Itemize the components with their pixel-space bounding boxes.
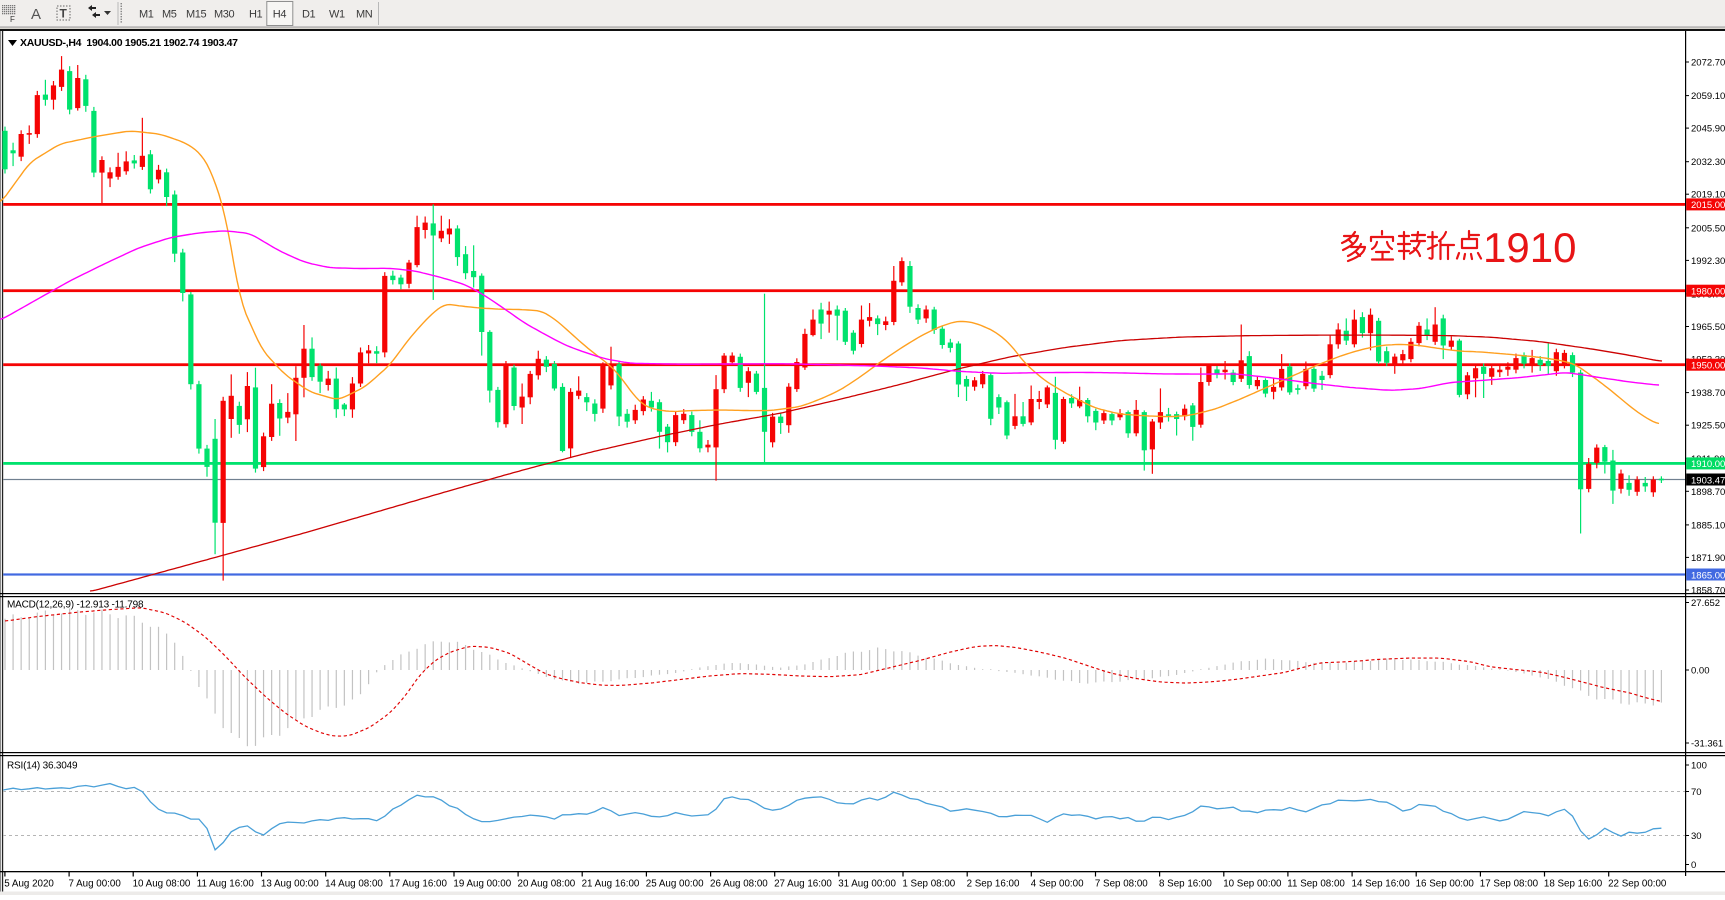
svg-text:2032.30: 2032.30 <box>1691 157 1725 168</box>
svg-text:F: F <box>10 15 15 24</box>
svg-text:30: 30 <box>1691 831 1702 842</box>
svg-text:RSI(14) 36.3049: RSI(14) 36.3049 <box>7 761 78 772</box>
svg-text:2019.10: 2019.10 <box>1691 190 1725 201</box>
svg-text:2045.90: 2045.90 <box>1691 124 1725 135</box>
svg-text:2005.50: 2005.50 <box>1691 223 1725 234</box>
svg-text:1910: 1910 <box>1483 224 1576 271</box>
svg-text:27 Aug 16:00: 27 Aug 16:00 <box>774 879 832 890</box>
svg-text:14 Aug 08:00: 14 Aug 08:00 <box>325 879 383 890</box>
svg-text:2015.00: 2015.00 <box>1691 200 1725 211</box>
svg-text:13 Aug 00:00: 13 Aug 00:00 <box>261 879 319 890</box>
svg-text:1903.47: 1903.47 <box>1691 475 1725 486</box>
svg-text:D1: D1 <box>302 9 316 21</box>
svg-text:25 Aug 00:00: 25 Aug 00:00 <box>646 879 704 890</box>
svg-text:16 Sep 00:00: 16 Sep 00:00 <box>1416 879 1475 890</box>
svg-text:22 Sep 00:00: 22 Sep 00:00 <box>1608 879 1667 890</box>
svg-text:1885.10: 1885.10 <box>1691 520 1725 531</box>
svg-text:2059.10: 2059.10 <box>1691 91 1725 102</box>
svg-text:70: 70 <box>1691 787 1702 798</box>
svg-text:0.00: 0.00 <box>1691 666 1710 677</box>
svg-text:MACD(12,26,9) -12.913 -11.798: MACD(12,26,9) -12.913 -11.798 <box>7 600 144 611</box>
svg-text:0: 0 <box>1691 860 1696 871</box>
svg-text:14 Sep 16:00: 14 Sep 16:00 <box>1352 879 1411 890</box>
svg-text:M30: M30 <box>214 9 234 21</box>
svg-text:26 Aug 08:00: 26 Aug 08:00 <box>710 879 768 890</box>
svg-text:4 Sep 00:00: 4 Sep 00:00 <box>1031 879 1084 890</box>
svg-text:1871.90: 1871.90 <box>1691 553 1725 564</box>
svg-text:17 Aug 16:00: 17 Aug 16:00 <box>389 879 447 890</box>
svg-text:7 Sep 08:00: 7 Sep 08:00 <box>1095 879 1148 890</box>
svg-text:H1: H1 <box>249 9 263 21</box>
svg-text:21 Aug 16:00: 21 Aug 16:00 <box>582 879 640 890</box>
svg-text:T: T <box>60 7 68 21</box>
svg-text:1980.00: 1980.00 <box>1691 287 1725 298</box>
svg-text:17 Sep 08:00: 17 Sep 08:00 <box>1480 879 1539 890</box>
svg-text:2 Sep 16:00: 2 Sep 16:00 <box>967 879 1020 890</box>
svg-text:2072.70: 2072.70 <box>1691 58 1725 69</box>
svg-text:W1: W1 <box>329 9 345 21</box>
svg-text:H4: H4 <box>273 9 287 21</box>
svg-text:1938.70: 1938.70 <box>1691 388 1725 399</box>
svg-text:5 Aug 2020: 5 Aug 2020 <box>4 879 54 890</box>
svg-text:1965.50: 1965.50 <box>1691 322 1725 333</box>
svg-text:1910.00: 1910.00 <box>1691 459 1725 470</box>
svg-text:M15: M15 <box>186 9 206 21</box>
svg-text:18 Sep 16:00: 18 Sep 16:00 <box>1544 879 1603 890</box>
svg-text:-31.361: -31.361 <box>1691 739 1723 750</box>
svg-text:M5: M5 <box>162 9 177 21</box>
svg-text:1950.00: 1950.00 <box>1691 361 1725 372</box>
svg-text:20 Aug 08:00: 20 Aug 08:00 <box>518 879 576 890</box>
svg-text:11 Sep 08:00: 11 Sep 08:00 <box>1287 879 1345 890</box>
svg-text:1992.30: 1992.30 <box>1691 256 1725 267</box>
svg-text:100: 100 <box>1691 761 1707 772</box>
svg-text:10 Aug 08:00: 10 Aug 08:00 <box>133 879 191 890</box>
svg-text:A: A <box>31 6 41 23</box>
svg-text:1 Sep 08:00: 1 Sep 08:00 <box>902 879 955 890</box>
svg-text:MN: MN <box>356 9 373 21</box>
svg-text:1898.70: 1898.70 <box>1691 487 1725 498</box>
svg-text:7 Aug 00:00: 7 Aug 00:00 <box>69 879 122 890</box>
svg-text:31 Aug 00:00: 31 Aug 00:00 <box>838 879 896 890</box>
svg-text:8 Sep 16:00: 8 Sep 16:00 <box>1159 879 1212 890</box>
svg-text:M1: M1 <box>139 9 154 21</box>
svg-text:1865.00: 1865.00 <box>1691 570 1725 581</box>
svg-text:11 Aug 16:00: 11 Aug 16:00 <box>197 879 255 890</box>
svg-text:27.652: 27.652 <box>1691 598 1720 609</box>
svg-text:1858.70: 1858.70 <box>1691 586 1725 597</box>
svg-text:1925.50: 1925.50 <box>1691 421 1725 432</box>
svg-text:19 Aug 00:00: 19 Aug 00:00 <box>453 879 511 890</box>
svg-text:10 Sep 00:00: 10 Sep 00:00 <box>1223 879 1282 890</box>
svg-text:XAUUSD-,H4 1904.00 1905.21 19: XAUUSD-,H4 1904.00 1905.21 1902.74 1903.… <box>20 37 238 49</box>
